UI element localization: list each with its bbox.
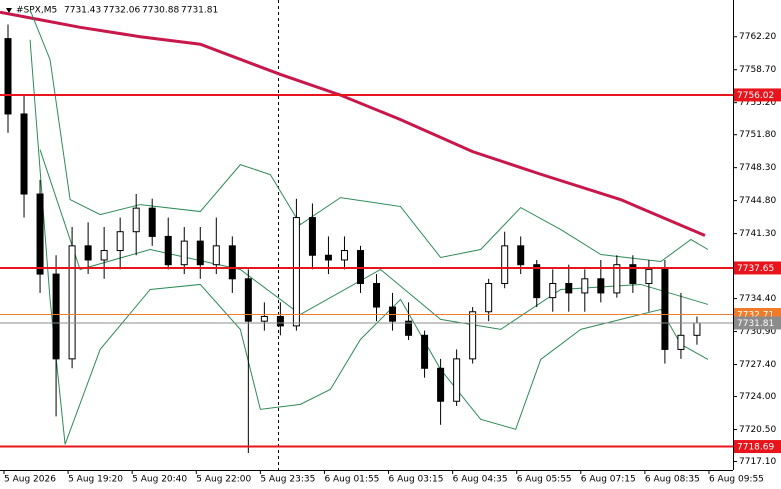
candle-body [116, 231, 124, 252]
candle-body [501, 245, 509, 285]
candle-body [421, 334, 429, 369]
candle-body [324, 254, 332, 261]
price-label: 7718.69 [737, 443, 774, 453]
indicator-line [0, 10, 706, 237]
x-tick-label: 5 Aug 19:20 [68, 475, 123, 485]
candle-body [20, 113, 28, 195]
x-tick-label: 6 Aug 08:35 [645, 475, 700, 485]
candle-body [36, 193, 44, 275]
candle-body [4, 38, 12, 115]
candle-body [276, 315, 284, 327]
y-tick-label: 7744.80 [739, 196, 776, 206]
candle-body [196, 240, 204, 266]
candle-body [180, 240, 188, 266]
candle-body [52, 273, 60, 360]
candle-body [597, 278, 605, 294]
candle-body [84, 245, 92, 261]
symbol-title: #SPX,M5 [16, 6, 57, 16]
price-label-box [734, 261, 781, 275]
candle-body [292, 217, 300, 327]
x-tick-label: 6 Aug 04:35 [453, 475, 508, 485]
candle-body [693, 322, 701, 336]
indicator-line [29, 9, 709, 262]
candle-body [100, 250, 108, 261]
x-tick-label: 6 Aug 03:15 [389, 475, 444, 485]
x-tick-label: 5 Aug 23:35 [260, 475, 315, 485]
x-tick-label: 6 Aug 05:55 [517, 475, 572, 485]
y-tick-label: 7730.90 [739, 327, 776, 337]
price-label: 7737.65 [737, 264, 774, 274]
x-tick-label: 6 Aug 07:15 [581, 475, 636, 485]
candle-body [132, 207, 140, 233]
ohlc-close: 7731.81 [181, 6, 218, 16]
candle-body [437, 367, 445, 402]
y-tick-label: 7720.50 [739, 425, 776, 435]
candle-body [629, 264, 637, 285]
candle-body [228, 245, 236, 280]
y-tick-label: 7734.40 [739, 294, 776, 304]
ohlc-open: 7731.43 [64, 6, 101, 16]
candle-body [405, 320, 413, 336]
y-tick-label: 7717.10 [739, 457, 776, 467]
candle-body [68, 245, 76, 360]
ohlc-high: 7732.06 [103, 6, 140, 16]
ohlc-low: 7730.88 [142, 6, 179, 16]
candle-body [260, 315, 268, 322]
price-label-box [734, 88, 781, 102]
menu-triangle[interactable] [6, 8, 12, 13]
candle-body [244, 278, 252, 322]
y-tick-label: 7748.30 [739, 163, 776, 173]
price-label: 7731.81 [737, 319, 774, 329]
price-label-box [734, 440, 781, 454]
candle-body [613, 264, 621, 294]
x-tick-label: 5 Aug 2026 [4, 475, 56, 485]
price-label-box [734, 316, 781, 330]
candle-body [533, 264, 541, 299]
candle-body [212, 245, 220, 266]
candle-body [565, 283, 573, 294]
candle-body [549, 283, 557, 299]
x-tick-label: 6 Aug 01:55 [324, 475, 379, 485]
y-tick-label: 7762.20 [739, 32, 776, 42]
y-tick-label: 7727.40 [739, 360, 776, 370]
candle-body [308, 217, 316, 256]
y-tick-label: 7758.70 [739, 65, 776, 75]
y-tick-label: 7741.30 [739, 229, 776, 239]
price-label: 7756.02 [737, 91, 774, 101]
candle-body [148, 207, 156, 237]
candle-body [373, 283, 381, 308]
candle-body [677, 334, 685, 350]
y-tick-label: 7751.80 [739, 130, 776, 140]
candle-body [645, 268, 653, 285]
y-tick-label: 7724.00 [739, 392, 776, 402]
x-tick-label: 5 Aug 22:00 [196, 475, 251, 485]
candle-body [581, 278, 589, 294]
y-tick-label: 7755.20 [739, 98, 776, 108]
candle-body [485, 283, 493, 313]
price-label: 7732.71 [737, 310, 774, 320]
candle-body [661, 268, 669, 350]
candle-body [453, 358, 461, 402]
x-tick-label: 5 Aug 20:40 [132, 475, 187, 485]
candle-body [340, 250, 348, 261]
candle-body [517, 245, 525, 266]
candle-body [164, 235, 172, 266]
x-tick-label: 6 Aug 09:55 [709, 475, 764, 485]
candle-body [469, 311, 477, 360]
